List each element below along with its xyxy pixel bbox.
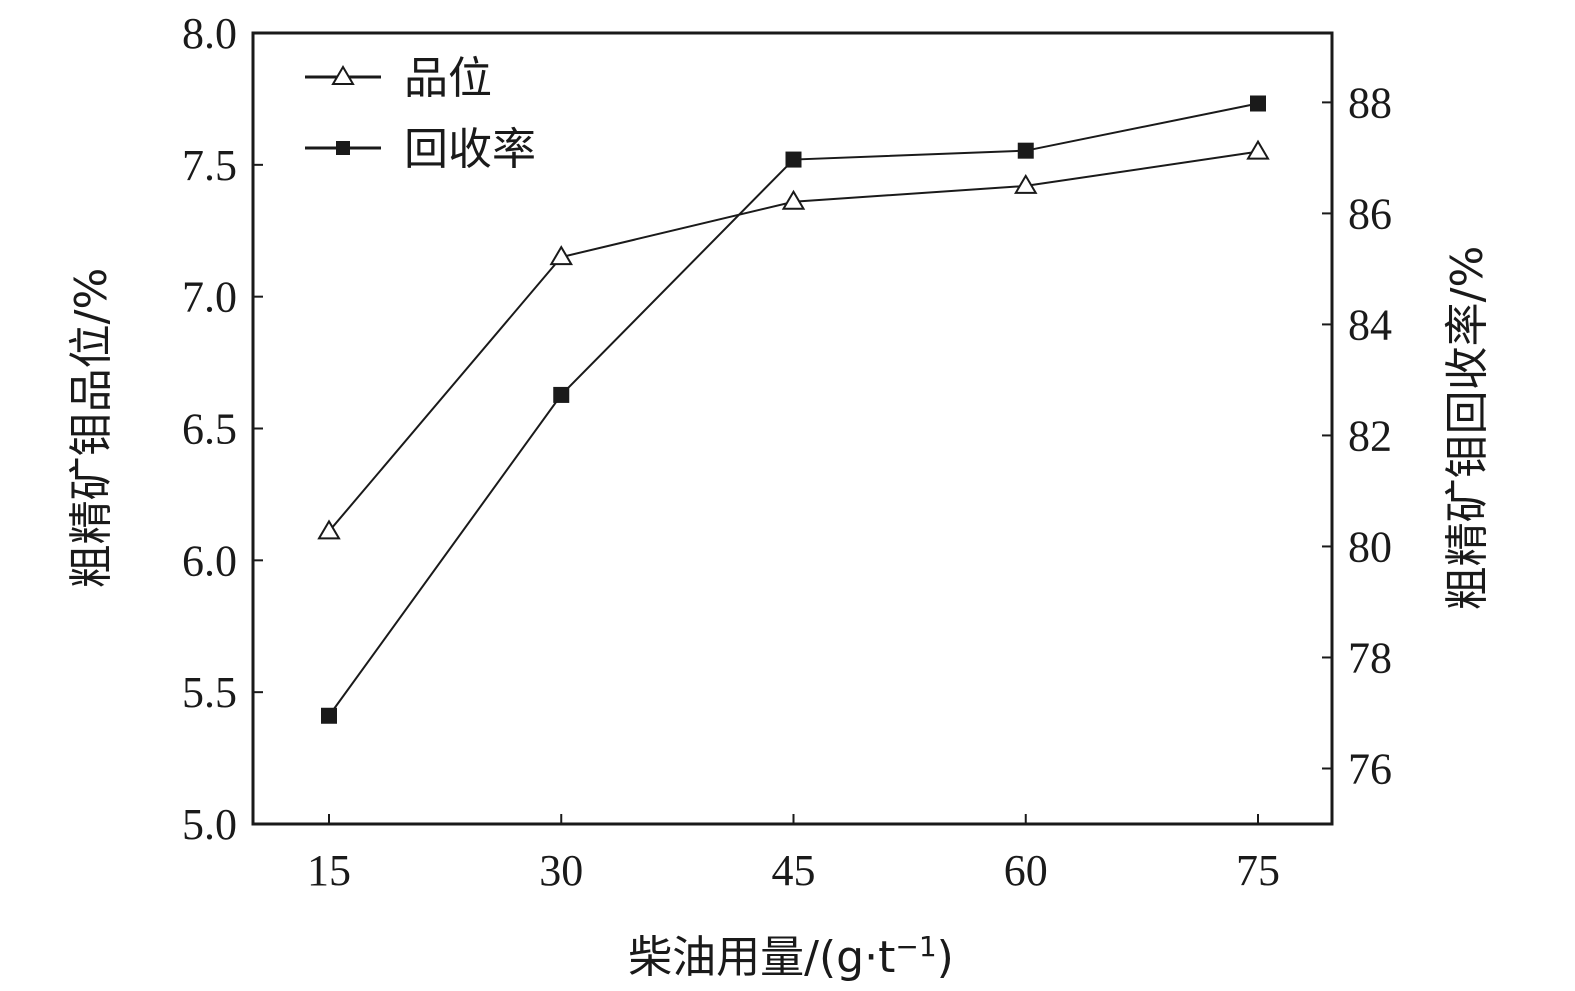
legend: 品位 回收率 xyxy=(305,53,536,175)
data-point-recovery xyxy=(785,151,802,168)
y-right-tick-label: 76 xyxy=(1348,744,1392,793)
y-right-tick-label: 78 xyxy=(1348,633,1392,682)
left-axis-ticks: 5.0 5.5 6.0 6.5 7.0 7.5 8.0 xyxy=(182,9,263,849)
y-right-tick-label: 82 xyxy=(1348,411,1392,460)
y-axis-right-title: 粗精矿钼回收率/% xyxy=(1442,246,1493,611)
data-point-grade xyxy=(781,189,806,210)
x-tick-label: 75 xyxy=(1236,846,1280,895)
x-axis-title: 柴油用量/(g·t−1) xyxy=(628,930,954,983)
y-left-tick-label: 6.0 xyxy=(182,536,237,585)
right-axis-ticks: 76 78 80 82 84 86 88 xyxy=(1322,78,1392,793)
y-left-tick-label: 7.0 xyxy=(182,273,237,322)
data-point-grade xyxy=(1246,139,1270,160)
x-tick-label: 30 xyxy=(539,846,583,895)
x-axis-title-main: 柴油用量/(g·t xyxy=(628,932,895,983)
y-left-tick-label: 7.5 xyxy=(182,141,237,190)
x-tick-label: 45 xyxy=(772,846,816,895)
x-axis-title-superscript: −1 xyxy=(895,930,936,963)
legend-square-marker xyxy=(336,141,350,155)
data-point-recovery xyxy=(1017,142,1034,159)
data-point-recovery xyxy=(321,707,337,724)
bottom-axis-ticks: 15 30 45 60 75 xyxy=(307,814,1280,895)
legend-label-grade: 品位 xyxy=(404,53,492,104)
x-tick-label: 60 xyxy=(1004,846,1048,895)
series-layer xyxy=(317,95,1270,724)
y-right-tick-label: 88 xyxy=(1348,78,1392,127)
x-tick-label: 15 xyxy=(307,846,351,895)
y-left-tick-label: 5.5 xyxy=(182,668,237,717)
y-left-tick-label: 6.5 xyxy=(182,405,237,454)
data-point-recovery xyxy=(553,386,570,403)
legend-label-recovery: 回收率 xyxy=(404,124,536,175)
y-right-tick-label: 86 xyxy=(1348,189,1392,238)
y-right-tick-label: 80 xyxy=(1348,522,1392,571)
legend-triangle-marker xyxy=(331,65,355,85)
data-point-grade xyxy=(317,519,341,540)
data-point-recovery xyxy=(1250,95,1266,112)
data-point-grade xyxy=(1014,173,1038,194)
y-axis-left-title: 粗精矿钼品位/% xyxy=(66,268,117,589)
data-point-grade xyxy=(549,245,573,266)
x-axis-title-end: ) xyxy=(937,932,954,983)
y-left-tick-label: 8.0 xyxy=(182,9,237,58)
y-right-tick-label: 84 xyxy=(1348,300,1392,349)
y-left-tick-label: 5.0 xyxy=(182,800,237,849)
